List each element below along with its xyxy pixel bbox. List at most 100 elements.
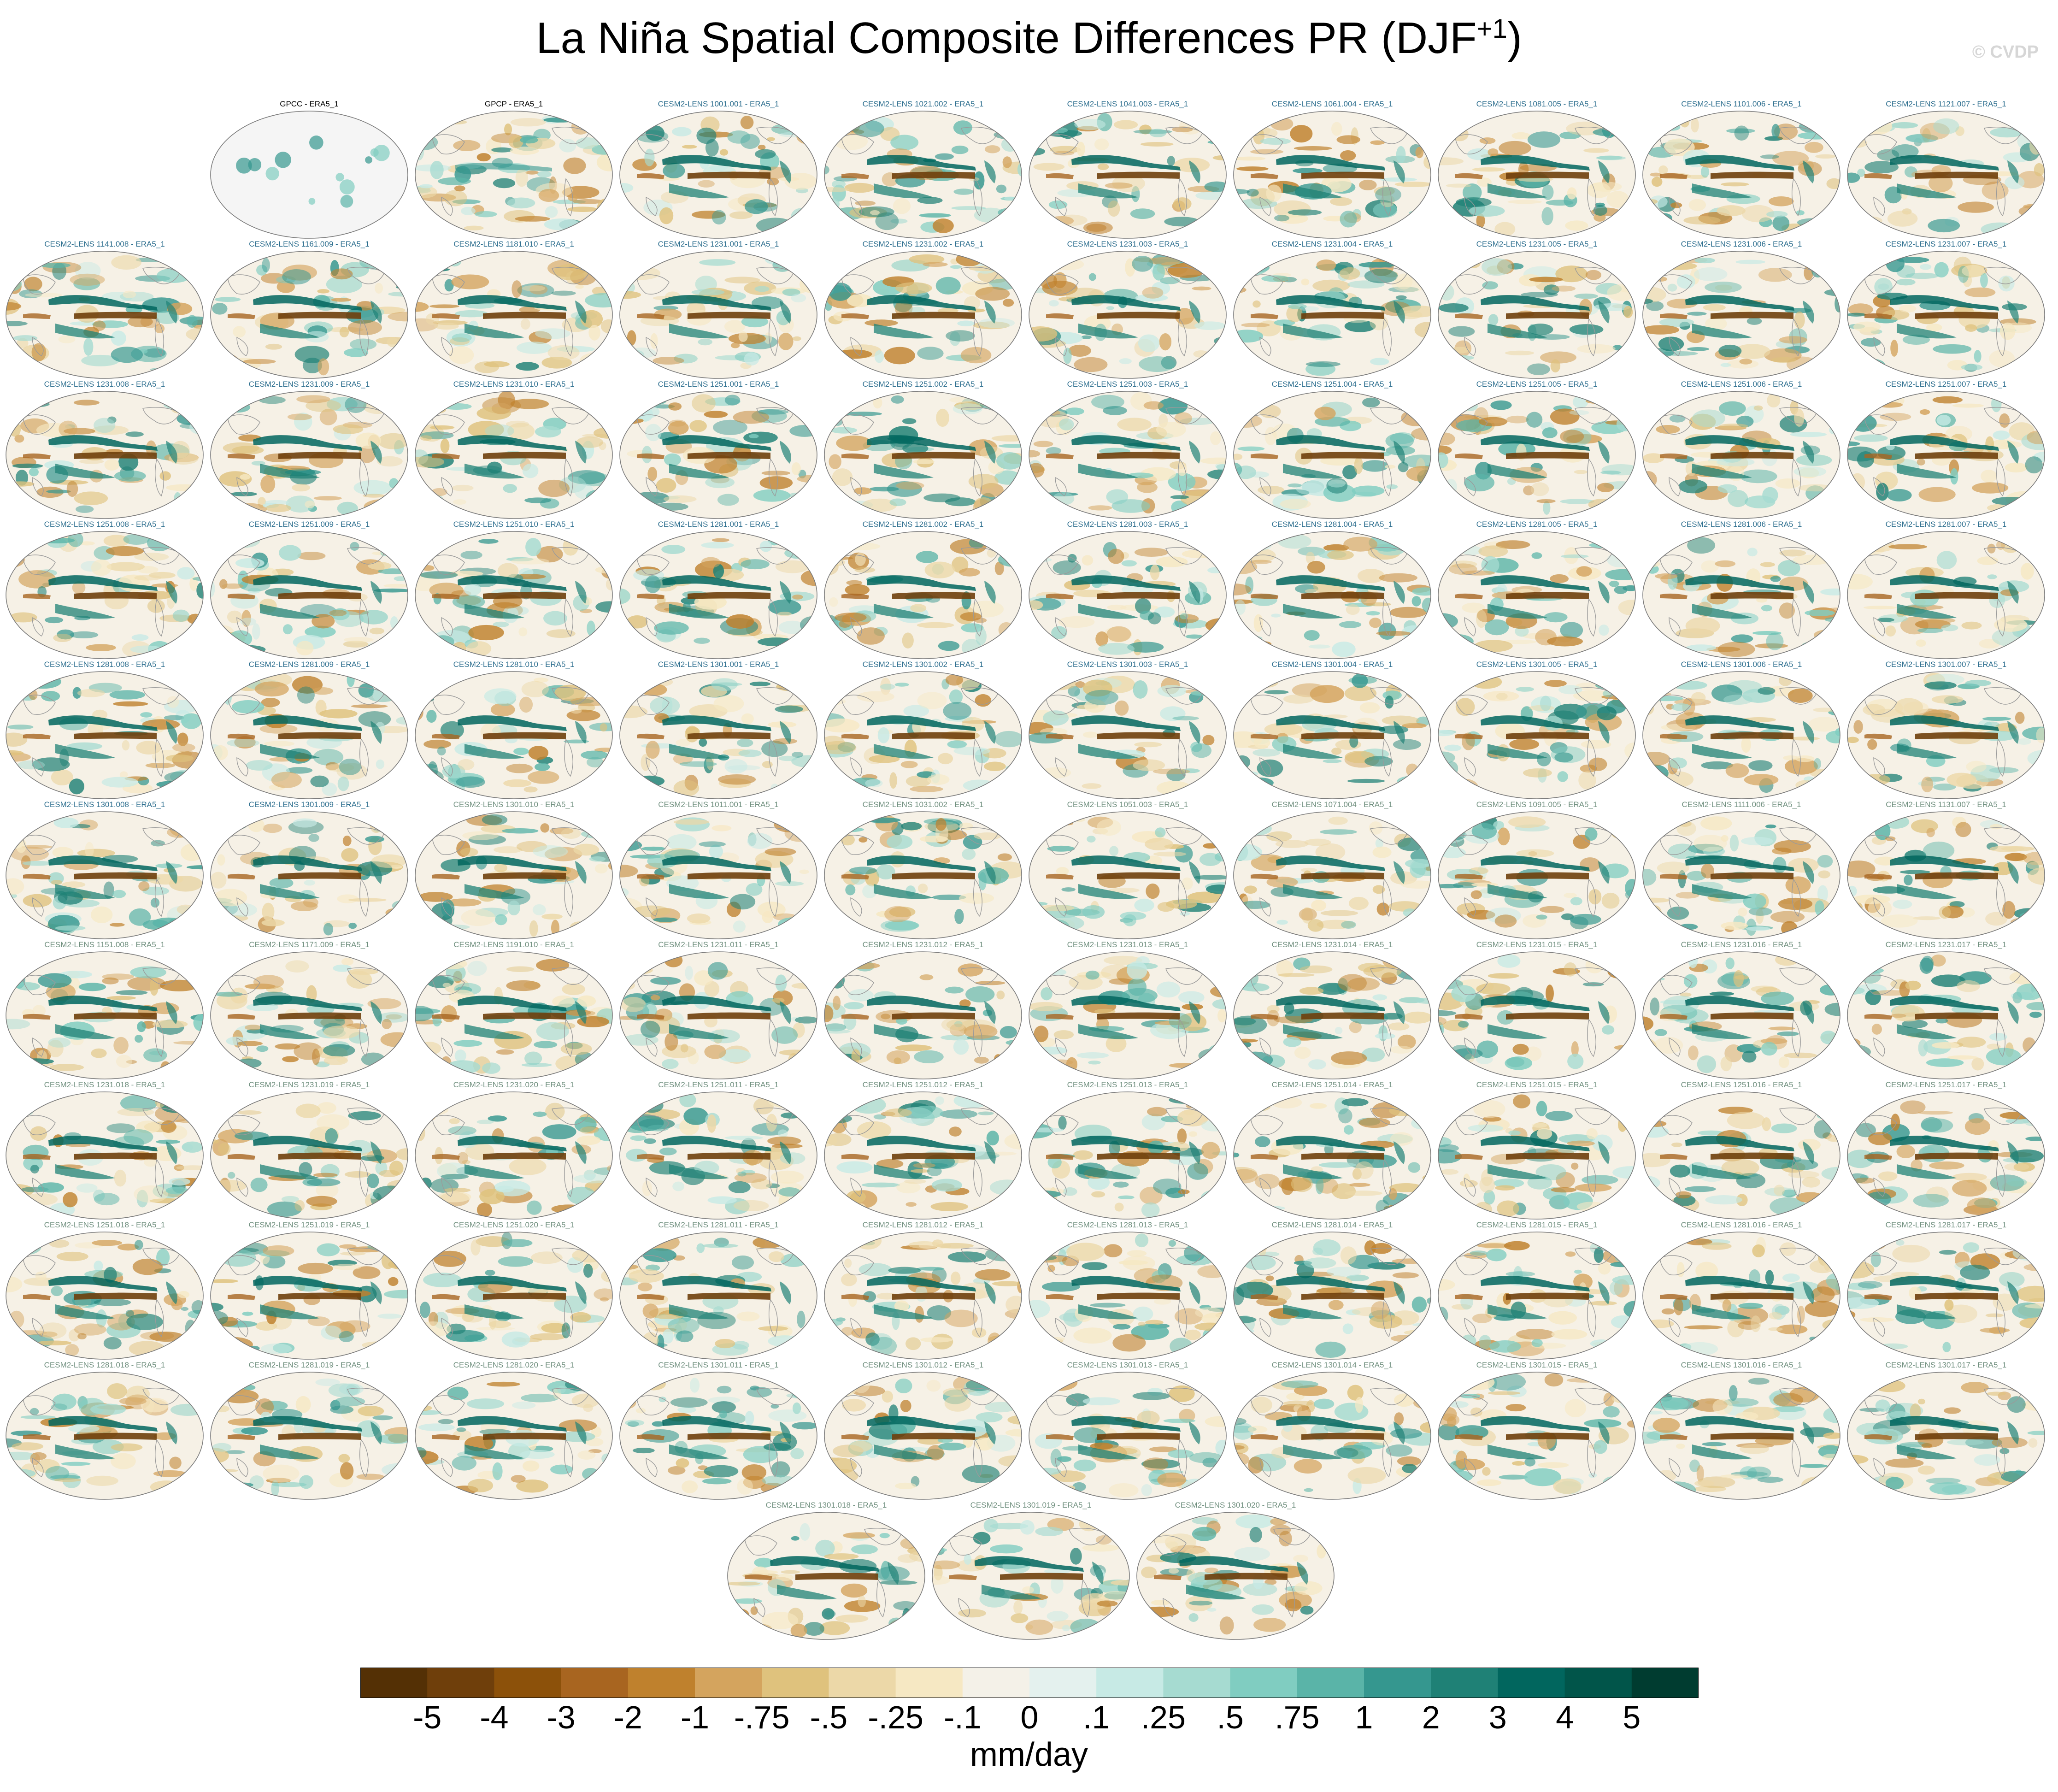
map-panel-label: CESM2-LENS 1281.007 - ERA5_1 <box>1885 520 2007 529</box>
precip-map <box>1642 391 1840 519</box>
map-panel: CESM2-LENS 1061.004 - ERA5_1 <box>1232 100 1432 239</box>
colorbar-tick-label: -2 <box>613 1699 642 1735</box>
map-panel-label: CESM2-LENS 1281.012 - ERA5_1 <box>862 1220 984 1229</box>
map-panel: CESM2-LENS 1301.018 - ERA5_1 <box>726 1501 926 1640</box>
precip-map <box>6 391 204 519</box>
precip-map <box>415 811 613 939</box>
map-panel: CESM2-LENS 1251.009 - ERA5_1 <box>209 520 409 659</box>
map-panel: CESM2-LENS 1281.018 - ERA5_1 <box>5 1361 205 1500</box>
map-panel: CESM2-LENS 1161.009 - ERA5_1 <box>209 240 409 379</box>
precip-map <box>415 391 613 519</box>
map-panel-label: CESM2-LENS 1001.001 - ERA5_1 <box>658 100 779 108</box>
map-panel: CESM2-LENS 1181.010 - ERA5_1 <box>414 240 614 379</box>
map-panel-label: CESM2-LENS 1281.017 - ERA5_1 <box>1885 1220 2007 1229</box>
map-panel: CESM2-LENS 1281.006 - ERA5_1 <box>1641 520 1841 659</box>
map-panel: CESM2-LENS 1231.020 - ERA5_1 <box>414 1080 614 1220</box>
colorbar-swatch <box>1564 1668 1632 1698</box>
colorbar-tick-label: .1 <box>1082 1699 1110 1735</box>
map-panel-label: CESM2-LENS 1281.020 - ERA5_1 <box>453 1361 575 1369</box>
precip-map <box>824 391 1022 519</box>
map-panel-label: CESM2-LENS 1251.014 - ERA5_1 <box>1271 1080 1393 1089</box>
map-panel: CESM2-LENS 1231.011 - ERA5_1 <box>618 940 818 1079</box>
colorbar-swatch <box>1230 1668 1298 1698</box>
colorbar-swatch <box>1431 1668 1498 1698</box>
map-panel: CESM2-LENS 1251.011 - ERA5_1 <box>618 1080 818 1220</box>
colorbar-swatch <box>1364 1668 1431 1698</box>
precip-map <box>415 951 613 1079</box>
map-panel-label: CESM2-LENS 1301.013 - ERA5_1 <box>1067 1361 1188 1369</box>
precip-map <box>619 951 817 1079</box>
map-panel: CESM2-LENS 1251.020 - ERA5_1 <box>414 1220 614 1360</box>
map-panel-label: CESM2-LENS 1301.011 - ERA5_1 <box>658 1361 779 1369</box>
colorbar-tick-label: -.75 <box>734 1699 790 1735</box>
precip-map <box>1029 951 1227 1079</box>
map-panel: CESM2-LENS 1281.010 - ERA5_1 <box>414 660 614 799</box>
map-panel-label: CESM2-LENS 1251.011 - ERA5_1 <box>658 1080 779 1089</box>
precip-map <box>1642 1232 1840 1360</box>
precip-map <box>1847 811 2045 939</box>
map-panel-label: CESM2-LENS 1231.020 - ERA5_1 <box>453 1080 575 1089</box>
map-panel-label: CESM2-LENS 1281.002 - ERA5_1 <box>862 520 984 529</box>
map-panel: CESM2-LENS 1251.016 - ERA5_1 <box>1641 1080 1841 1220</box>
precip-map <box>1847 111 2045 239</box>
map-panel: CESM2-LENS 1011.001 - ERA5_1 <box>618 800 818 939</box>
map-panel: CESM2-LENS 1301.012 - ERA5_1 <box>823 1361 1023 1500</box>
map-panel-label: CESM2-LENS 1071.004 - ERA5_1 <box>1271 800 1393 809</box>
colorbar-tick-label: -3 <box>547 1699 576 1735</box>
colorbar-tick-label: -.5 <box>810 1699 848 1735</box>
map-panel: CESM2-LENS 1281.007 - ERA5_1 <box>1846 520 2046 659</box>
map-panel: CESM2-LENS 1251.014 - ERA5_1 <box>1232 1080 1432 1220</box>
map-panel-label: CESM2-LENS 1251.007 - ERA5_1 <box>1885 380 2007 389</box>
map-panel: CESM2-LENS 1251.002 - ERA5_1 <box>823 380 1023 519</box>
precip-map <box>824 951 1022 1079</box>
precip-map <box>1438 1372 1636 1500</box>
map-panel-label: CESM2-LENS 1251.020 - ERA5_1 <box>453 1220 575 1229</box>
precip-map <box>210 1232 408 1360</box>
map-panel-label: CESM2-LENS 1281.009 - ERA5_1 <box>248 660 370 669</box>
map-panel: CESM2-LENS 1301.010 - ERA5_1 <box>414 800 614 939</box>
map-panel: CESM2-LENS 1301.011 - ERA5_1 <box>618 1361 818 1500</box>
map-panel: CESM2-LENS 1301.014 - ERA5_1 <box>1232 1361 1432 1500</box>
precip-map <box>1233 951 1431 1079</box>
precip-map <box>1847 1372 2045 1500</box>
colorbar-swatch <box>427 1668 494 1698</box>
precip-map <box>210 391 408 519</box>
map-panel: CESM2-LENS 1251.010 - ERA5_1 <box>414 520 614 659</box>
precip-map <box>1029 111 1227 239</box>
map-panel: GPCC - ERA5_1 <box>209 100 409 239</box>
colorbar-tick-label: -.25 <box>868 1699 923 1735</box>
map-panel: CESM2-LENS 1301.007 - ERA5_1 <box>1846 660 2046 799</box>
colorbar-swatch <box>695 1668 762 1698</box>
page-title: La Niña Spatial Composite Differences PR… <box>0 13 2058 64</box>
map-panel-label: CESM2-LENS 1281.008 - ERA5_1 <box>44 660 165 669</box>
map-panel-label: CESM2-LENS 1251.009 - ERA5_1 <box>248 520 370 529</box>
precip-map <box>1233 1232 1431 1360</box>
title-close: ) <box>1507 13 1522 63</box>
map-panel-label: CESM2-LENS 1301.015 - ERA5_1 <box>1476 1361 1598 1369</box>
map-panel-label: CESM2-LENS 1301.004 - ERA5_1 <box>1271 660 1393 669</box>
map-panel: CESM2-LENS 1251.012 - ERA5_1 <box>823 1080 1023 1220</box>
map-panel-label: CESM2-LENS 1231.011 - ERA5_1 <box>658 940 779 949</box>
precip-map <box>6 1372 204 1500</box>
map-panel: CESM2-LENS 1281.015 - ERA5_1 <box>1437 1220 1637 1360</box>
precip-map <box>1233 391 1431 519</box>
map-panel: CESM2-LENS 1231.006 - ERA5_1 <box>1641 240 1841 379</box>
map-panel: CESM2-LENS 1281.014 - ERA5_1 <box>1232 1220 1432 1360</box>
precip-map <box>210 1091 408 1220</box>
precip-map <box>415 1232 613 1360</box>
map-panel: CESM2-LENS 1301.002 - ERA5_1 <box>823 660 1023 799</box>
map-panel: CESM2-LENS 1281.012 - ERA5_1 <box>823 1220 1023 1360</box>
map-panel: CESM2-LENS 1251.004 - ERA5_1 <box>1232 380 1432 519</box>
precip-map <box>1438 811 1636 939</box>
precip-map <box>619 811 817 939</box>
map-panel: CESM2-LENS 1231.003 - ERA5_1 <box>1028 240 1228 379</box>
map-panel: CESM2-LENS 1141.008 - ERA5_1 <box>5 240 205 379</box>
map-panel-label: CESM2-LENS 1281.003 - ERA5_1 <box>1067 520 1188 529</box>
map-panel-label: GPCC - ERA5_1 <box>280 100 339 108</box>
map-panel: CESM2-LENS 1281.009 - ERA5_1 <box>209 660 409 799</box>
map-panel-label: CESM2-LENS 1281.006 - ERA5_1 <box>1681 520 1802 529</box>
title-main: La Niña Spatial Composite Differences PR… <box>536 13 1477 63</box>
map-panel: CESM2-LENS 1301.006 - ERA5_1 <box>1641 660 1841 799</box>
map-panel: CESM2-LENS 1051.003 - ERA5_1 <box>1028 800 1228 939</box>
